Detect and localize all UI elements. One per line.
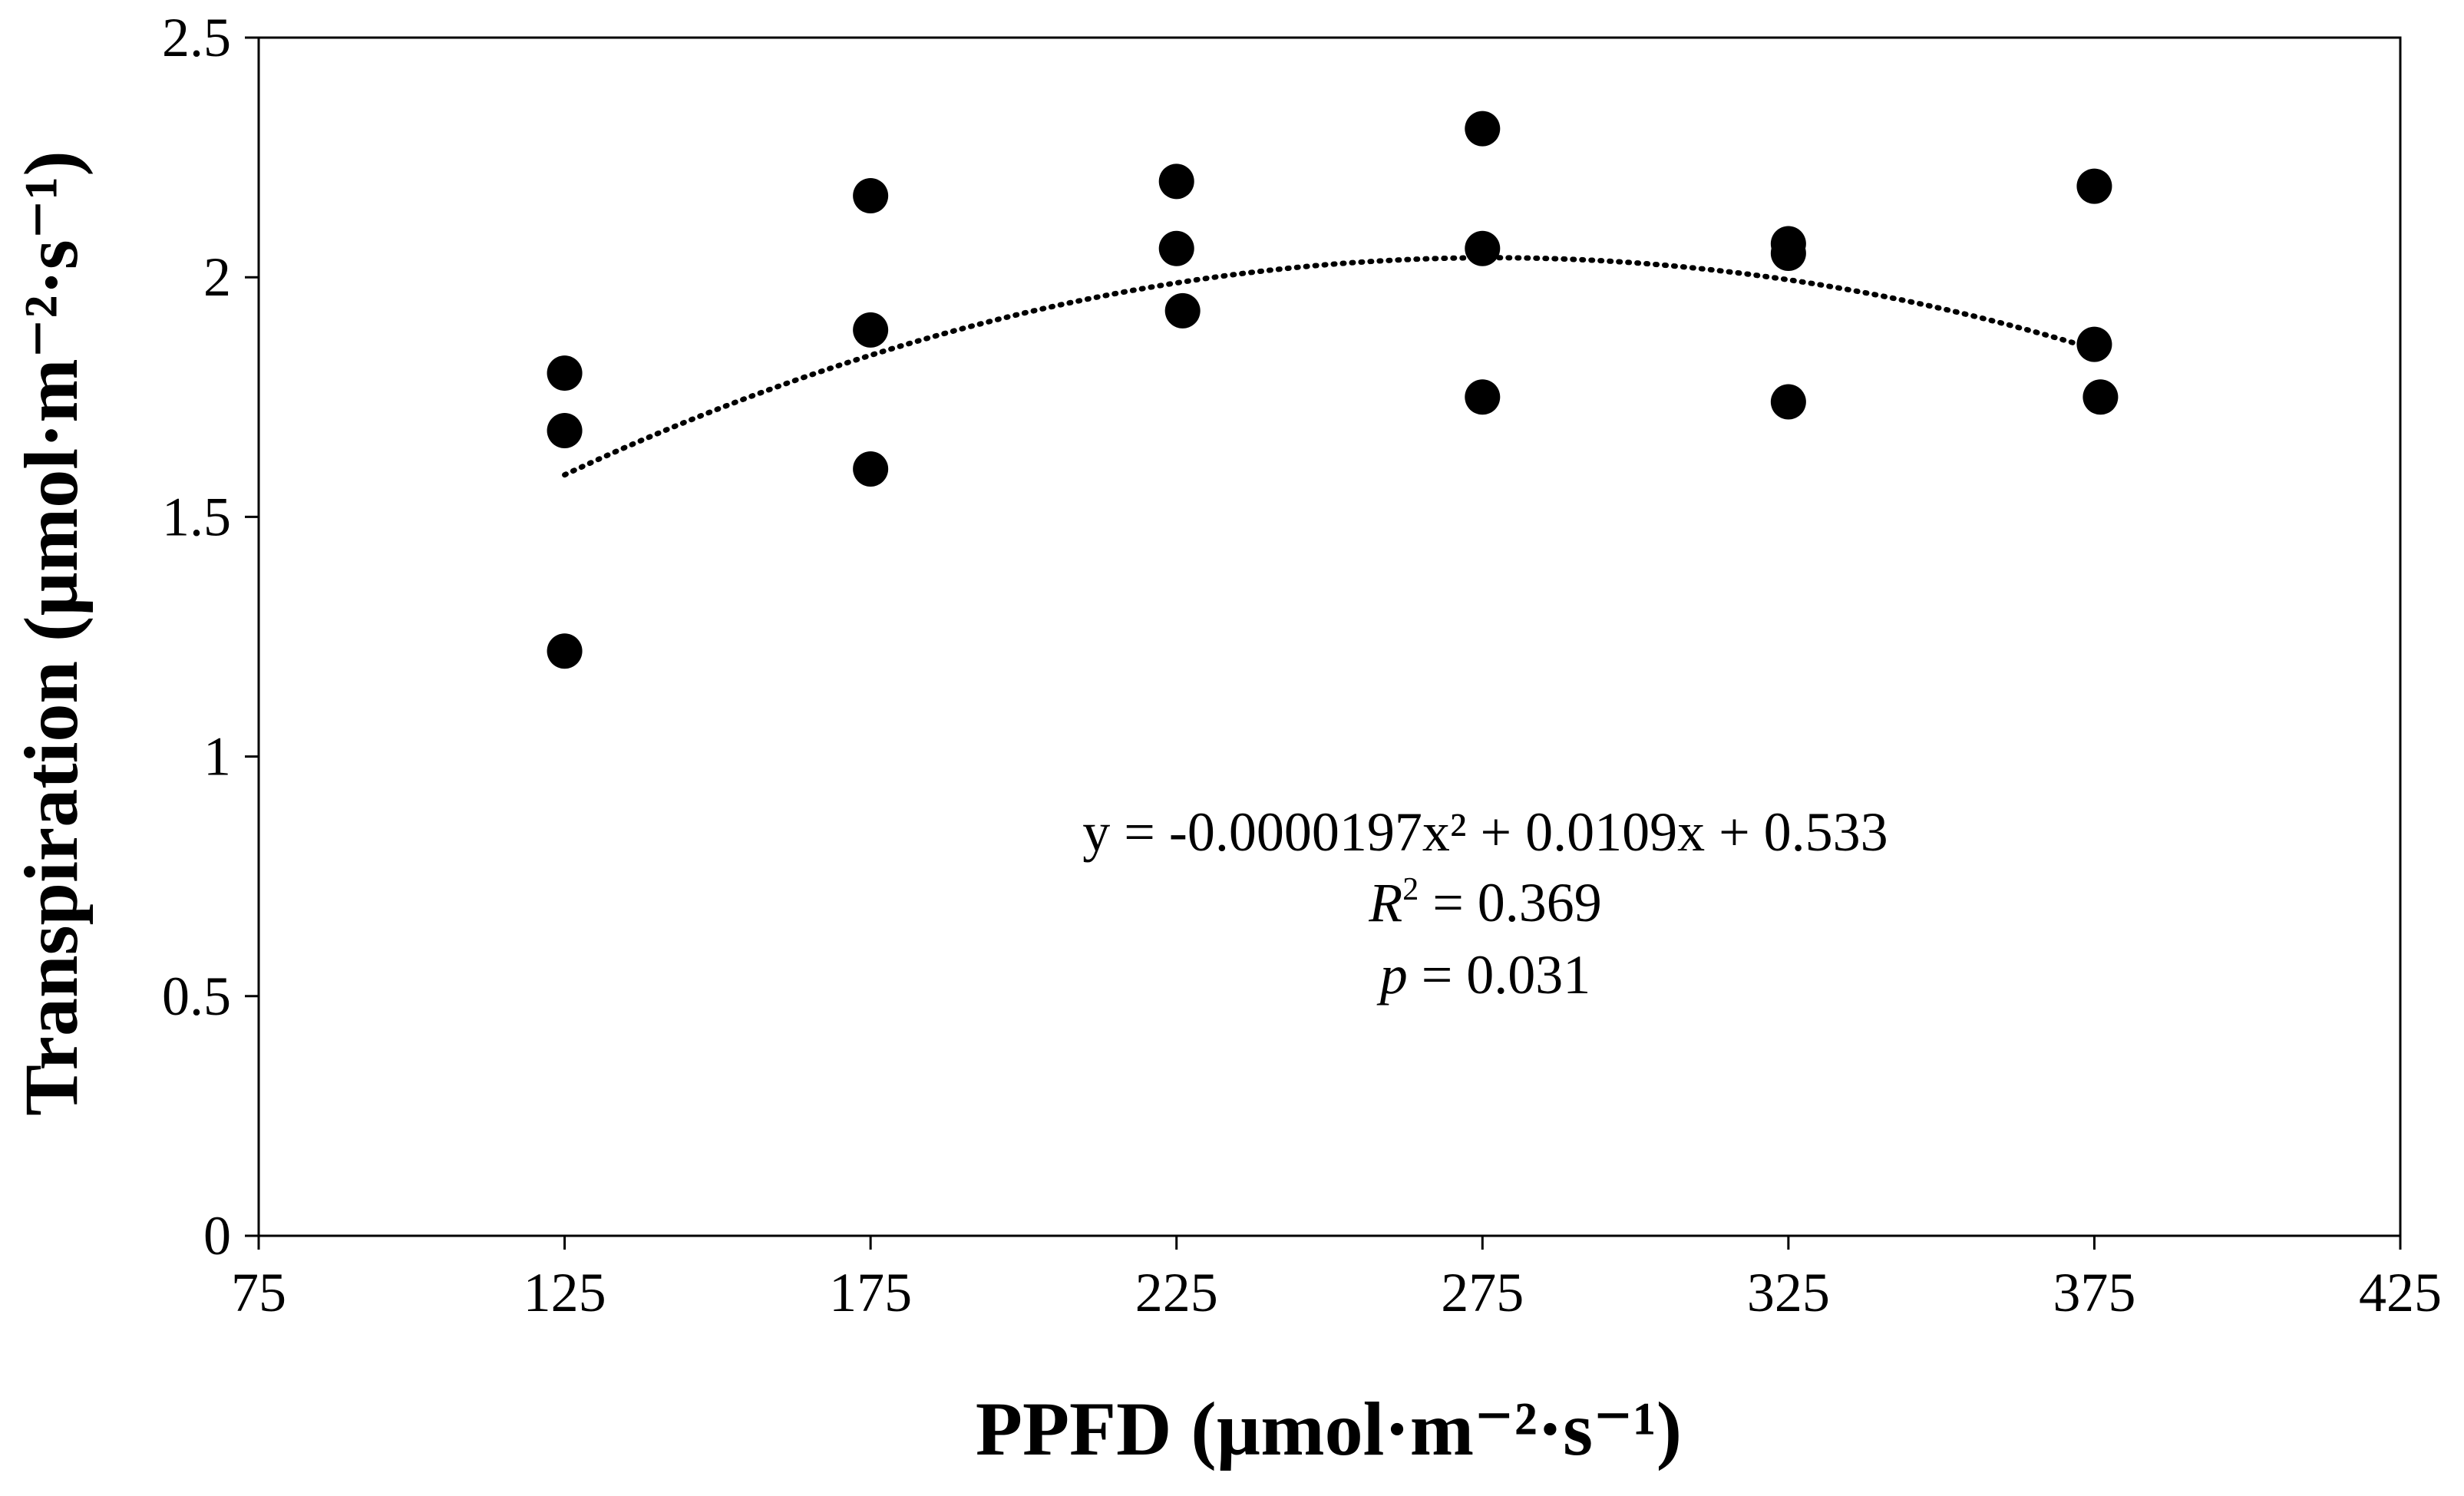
data-point (1465, 230, 1501, 266)
y-tick-label: 0 (203, 1205, 231, 1266)
plot-frame (257, 36, 2402, 1237)
data-point (2076, 168, 2112, 204)
x-tick-label: 125 (524, 1262, 606, 1323)
trendline-equation: y = -0.0000197x² + 0.0109x + 0.533 (1082, 801, 1888, 863)
x-axis-ticks: 75 125 175 225 275 325 375 425 (231, 1236, 2442, 1323)
r-squared-value: = 0.369 (1419, 872, 1602, 933)
x-tick-label: 375 (2053, 1262, 2135, 1323)
axes (257, 36, 2402, 1237)
data-point (547, 355, 583, 391)
y-tick-label: 1.5 (162, 486, 231, 547)
data-points (547, 111, 2119, 669)
data-point (1465, 379, 1501, 415)
data-point (853, 312, 889, 348)
trendline-group (562, 255, 2097, 478)
y-tick-label: 2.5 (162, 7, 231, 68)
x-tick-label: 325 (1747, 1262, 1830, 1323)
data-point (1164, 292, 1201, 329)
data-point (1158, 163, 1194, 200)
x-tick-label: 75 (231, 1262, 286, 1323)
x-tick-label: 275 (1441, 1262, 1524, 1323)
data-point (1770, 235, 1806, 271)
r-squared-annotation: R2 = 0.369 (1368, 872, 1602, 933)
y-axis-ticks: 0 0.5 1 1.5 2 2.5 (162, 7, 259, 1266)
data-point (1465, 111, 1501, 147)
data-point (547, 413, 583, 449)
p-value-value: = 0.031 (1408, 944, 1591, 1006)
y-tick-label: 1 (203, 726, 231, 788)
data-point (853, 451, 889, 487)
x-tick-label: 175 (829, 1262, 912, 1323)
data-point (2076, 326, 2112, 362)
r-squared-symbol: R (1368, 872, 1402, 933)
x-axis-title: PPFD (µmol·m⁻²·s⁻¹) (976, 1386, 1682, 1471)
trendline-curve (562, 255, 2097, 478)
y-tick-label: 0.5 (162, 966, 231, 1027)
y-axis-title: Transpiration (µmol·m⁻²·s⁻¹) (8, 150, 94, 1115)
y-tick-label: 2 (203, 246, 231, 308)
x-tick-label: 225 (1135, 1262, 1218, 1323)
data-point (547, 633, 583, 669)
p-value-annotation: p = 0.031 (1376, 944, 1591, 1006)
r-squared-superscript: 2 (1402, 872, 1419, 907)
data-point (1158, 230, 1194, 266)
data-point (2083, 379, 2119, 415)
p-value-symbol: p (1376, 944, 1408, 1006)
x-tick-label: 425 (2359, 1262, 2442, 1323)
data-point (853, 178, 889, 214)
data-point (1770, 384, 1806, 420)
